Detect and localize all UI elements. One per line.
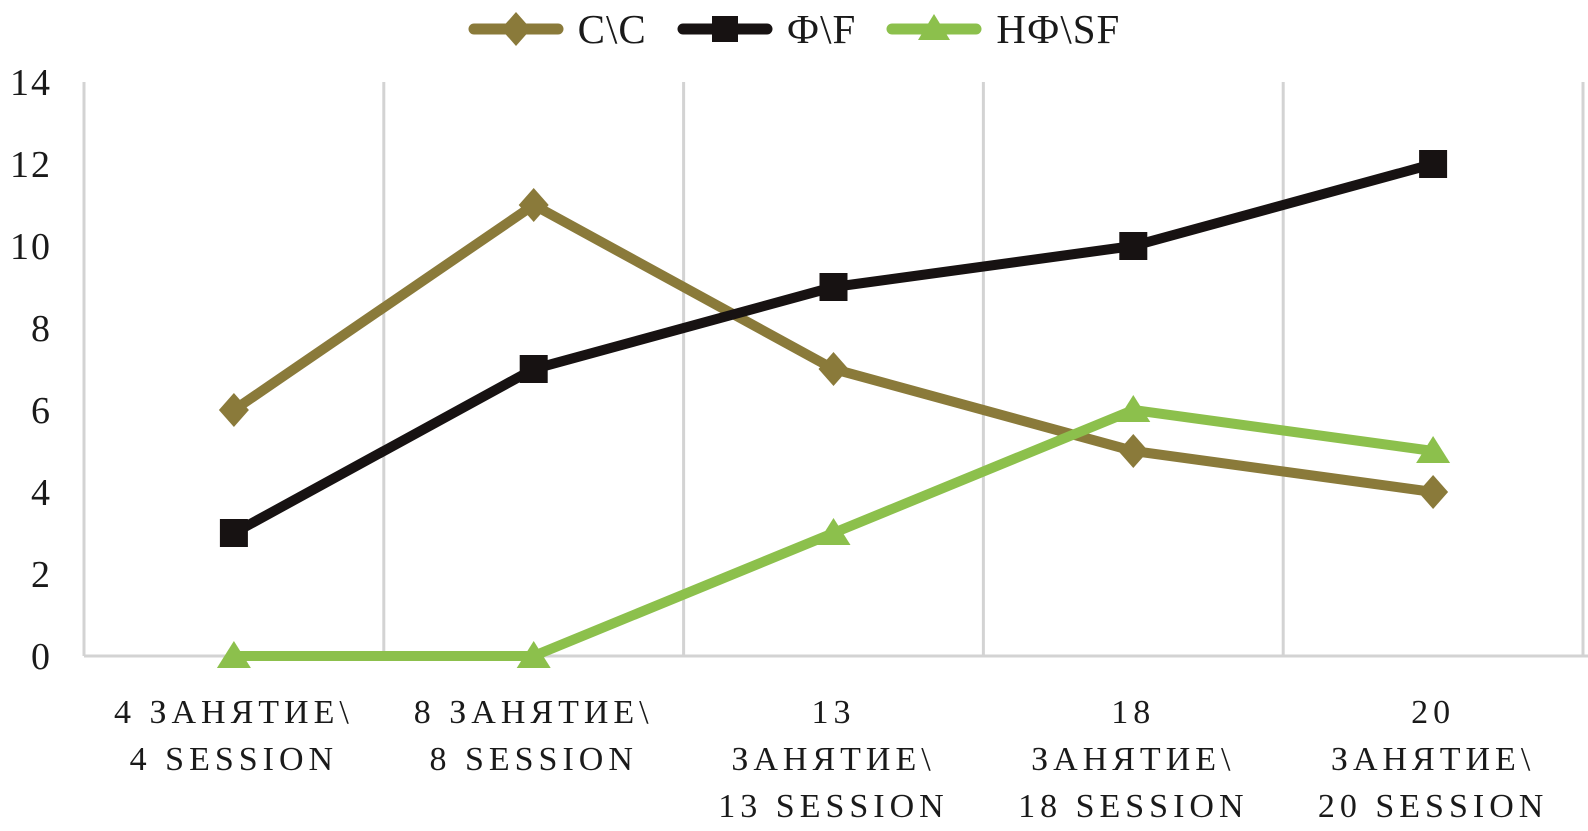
diamond-legend-key-icon: [468, 12, 564, 46]
square-marker-icon: [711, 16, 738, 42]
x-tick-label-line: 13 SESSION: [718, 788, 948, 825]
diamond-marker-icon: [818, 352, 849, 386]
diamond-marker-icon: [1418, 475, 1449, 509]
y-tick-label: 0: [31, 636, 52, 678]
legend-label: НФ\SF: [996, 5, 1121, 52]
legend-label: Ф\F: [786, 5, 857, 52]
y-tick-label: 2: [31, 554, 52, 596]
x-tick-label-line: 20 SESSION: [1318, 788, 1548, 825]
series-cc: [218, 188, 1449, 509]
triangle-marker-icon: [1116, 395, 1151, 422]
x-tick-label-line: 13: [812, 694, 856, 731]
legend-item-ff: Ф\F: [677, 5, 857, 52]
diamond-marker-icon: [518, 188, 549, 222]
y-tick-label: 12: [10, 144, 52, 186]
y-tick-label: 10: [10, 226, 52, 268]
x-tick-label: 4 ЗАНЯТИЕ\ 4 SESSION: [114, 694, 354, 778]
chart-legend: С\C Ф\F НФ\SF: [0, 2, 1588, 56]
x-tick-label-line: ЗАНЯТИЕ\: [731, 741, 935, 778]
diamond-marker-icon: [1118, 434, 1149, 468]
triangle-marker-icon: [516, 641, 551, 668]
y-tick-label: 4: [31, 472, 52, 514]
y-tick-label: 8: [31, 308, 52, 350]
square-marker-icon: [1119, 232, 1148, 260]
x-tick-label-line: 8 SESSION: [429, 741, 637, 778]
square-marker-icon: [819, 273, 848, 301]
x-tick-label-line: 20: [1411, 694, 1455, 731]
triangle-marker-icon: [1416, 436, 1451, 463]
x-tick-label-line: 18 SESSION: [1018, 788, 1248, 825]
square-marker-icon: [1419, 150, 1448, 178]
x-tick-label: 8 ЗАНЯТИЕ\ 8 SESSION: [414, 694, 654, 778]
square-legend-key-icon: [677, 16, 773, 42]
x-tick-label: 13 ЗАНЯТИЕ\ 13 SESSION: [718, 694, 948, 825]
square-marker-icon: [219, 519, 248, 547]
triangle-marker-icon: [918, 14, 951, 40]
x-tick-label-line: 18: [1111, 694, 1155, 731]
diamond-marker-icon: [218, 393, 249, 427]
diamond-marker-icon: [500, 12, 531, 46]
x-tick-label-line: 4 ЗАНЯТИЕ\: [114, 694, 354, 731]
triangle-marker-icon: [816, 518, 851, 545]
series-nfsf: [216, 395, 1451, 668]
x-tick-label: 20 ЗАНЯТИЕ\ 20 SESSION: [1318, 694, 1548, 825]
square-marker-icon: [519, 355, 548, 383]
series-line-cc: [228, 200, 1439, 497]
series-ff: [219, 150, 1448, 547]
legend-item-cc: С\C: [468, 5, 647, 52]
y-tick-label: 14: [10, 62, 52, 104]
legend-label: С\C: [577, 5, 647, 52]
triangle-legend-key-icon: [886, 14, 982, 40]
x-tick-label: 18 ЗАНЯТИЕ\ 18 SESSION: [1018, 694, 1248, 825]
x-tick-label-line: ЗАНЯТИЕ\: [1031, 741, 1235, 778]
legend-item-nfsf: НФ\SF: [886, 5, 1121, 52]
y-tick-label: 6: [31, 390, 52, 432]
series-line-ff: [228, 159, 1439, 538]
triangle-marker-icon: [216, 641, 251, 668]
x-tick-label-line: 4 SESSION: [130, 741, 338, 778]
x-tick-label-line: ЗАНЯТИЕ\: [1331, 741, 1535, 778]
x-tick-label-line: 8 ЗАНЯТИЕ\: [414, 694, 654, 731]
